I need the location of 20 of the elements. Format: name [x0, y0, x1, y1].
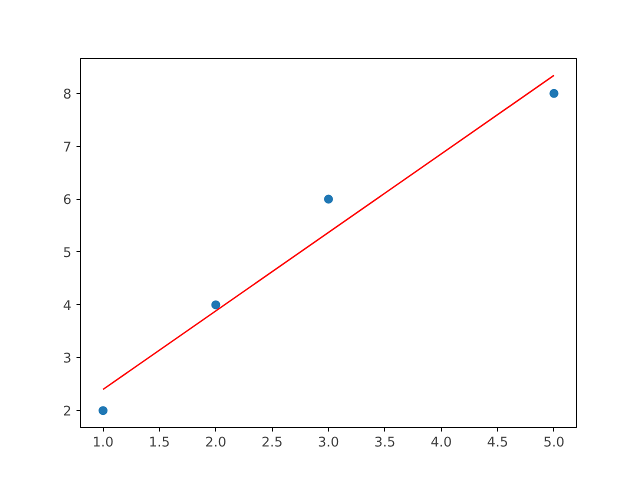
y-tick-label: 3 — [63, 352, 72, 367]
y-tick-label: 5 — [63, 246, 72, 261]
x-tick-label: 2.5 — [262, 436, 283, 450]
point — [549, 88, 558, 98]
point — [324, 194, 333, 204]
y-tick-label: 8 — [63, 87, 72, 102]
x-tick-label: 3.5 — [374, 436, 396, 450]
x-tick-label: 4.0 — [430, 436, 452, 450]
point — [98, 406, 108, 416]
y-tick-label: 7 — [63, 140, 72, 156]
x-tick-label: 1.0 — [92, 436, 114, 450]
x-tick-label: 1.5 — [148, 436, 170, 450]
x-tick-label: 4.5 — [486, 436, 508, 450]
x-tick-label: 3.0 — [318, 436, 340, 450]
x-tick-label: 5.0 — [543, 436, 565, 450]
y-tick-label: 6 — [63, 193, 72, 208]
point — [211, 300, 220, 310]
y-tick-label: 2 — [63, 404, 72, 420]
x-tick-label: 2.0 — [205, 436, 226, 450]
y-tick-label: 4 — [63, 298, 72, 314]
